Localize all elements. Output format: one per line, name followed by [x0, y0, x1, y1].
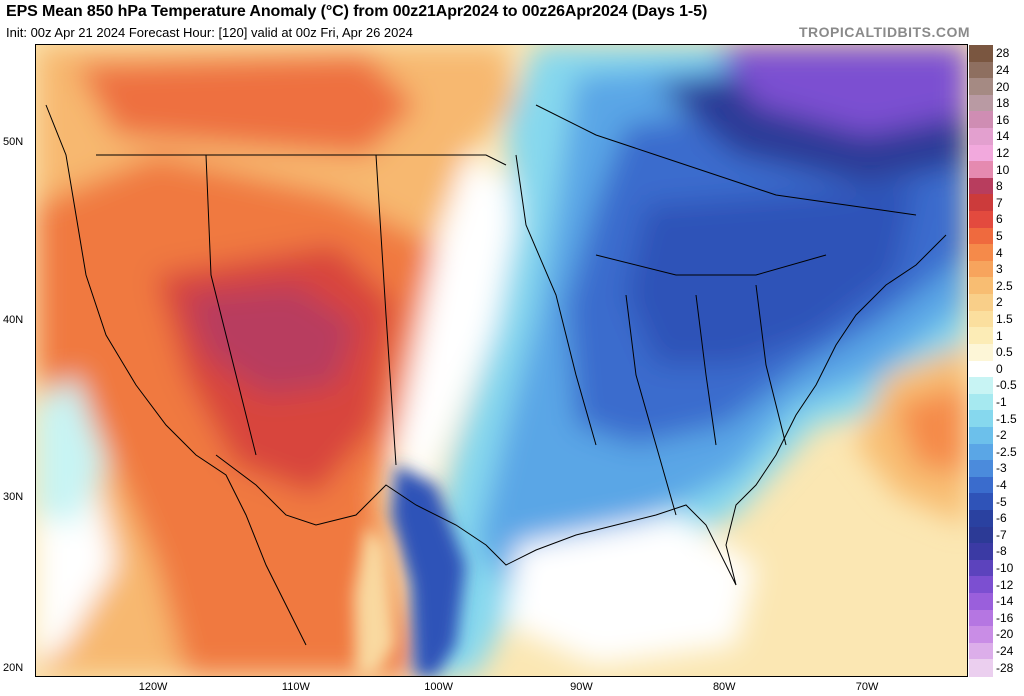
colorbar-swatch [969, 659, 993, 677]
colorbar-label: 10 [996, 162, 1010, 177]
colorbar-label: -24 [996, 644, 1014, 659]
lat-label: 30N [3, 491, 24, 504]
colorbar-label: -6 [996, 511, 1007, 526]
lon-label: 70W [855, 681, 879, 693]
colorbar-swatch [969, 642, 993, 660]
lat-label: 40N [3, 313, 24, 326]
anomaly-map [36, 45, 967, 676]
anomaly-field [36, 45, 967, 676]
colorbar-swatch [969, 277, 993, 295]
colorbar-swatch [969, 227, 993, 245]
colorbar-swatch [969, 393, 993, 411]
colorbar-swatch [969, 592, 993, 611]
colorbar-label: -10 [996, 561, 1014, 576]
colorbar-swatch [969, 260, 993, 279]
map-title: EPS Mean 850 hPa Temperature Anomaly (°C… [6, 3, 708, 20]
lon-label: 120W [138, 681, 168, 693]
colorbar-label: 16 [996, 112, 1010, 127]
brand-watermark: TROPICALTIDBITS.COM [798, 24, 970, 40]
map-outlines [45, 104, 947, 646]
colorbar-label: 2.5 [996, 278, 1013, 293]
colorbar-label: 20 [996, 79, 1010, 94]
colorbar-label: 7 [996, 195, 1003, 210]
colorbar-label: 14 [996, 129, 1010, 144]
colorbar-label: -28 [996, 660, 1014, 675]
lon-label: 110W [281, 681, 310, 693]
colorbar-swatch [969, 609, 993, 627]
colorbar-swatch [969, 61, 993, 79]
colorbar-swatch [969, 360, 993, 378]
colorbar-swatch [969, 177, 993, 196]
lat-label: 20N [3, 662, 24, 674]
colorbar-swatch [969, 543, 993, 561]
colorbar-label: 18 [996, 96, 1010, 111]
colorbar-swatch [969, 526, 993, 544]
colorbar-swatch [969, 294, 993, 312]
colorbar-swatch [969, 559, 993, 577]
lon-label: 80W [712, 681, 736, 693]
colorbar-legend: 28 24 20 18 16 14 12 10 8 7 6 5 4 3 2.5 2 1.5 1 0.5 0 -0.5 -1… [969, 45, 1024, 677]
colorbar-swatch [969, 111, 993, 129]
colorbar-swatch [969, 128, 993, 146]
colorbar-label: -2 [996, 428, 1007, 443]
colorbar-swatch [969, 476, 993, 494]
colorbar-label: -2.5 [996, 444, 1017, 459]
colorbar-label: -20 [996, 627, 1014, 642]
colorbar-swatch [969, 576, 993, 594]
colorbar-label: 3 [996, 262, 1003, 277]
colorbar-label: 1 [996, 328, 1003, 343]
colorbar-swatch [969, 144, 993, 162]
colorbar-swatch [969, 626, 993, 644]
colorbar-swatch [969, 410, 993, 428]
colorbar-label: -3 [996, 461, 1007, 476]
colorbar-label: 8 [996, 179, 1003, 194]
colorbar-label: -1.5 [996, 411, 1017, 426]
map-panel[interactable] [35, 44, 968, 677]
colorbar-swatch [969, 310, 993, 328]
colorbar-label: -0.5 [996, 378, 1017, 393]
colorbar-label: -16 [996, 610, 1014, 625]
colorbar-label: 28 [996, 46, 1010, 61]
colorbar-label: -8 [996, 544, 1007, 559]
lat-label: 50N [3, 135, 24, 148]
colorbar-swatch [969, 377, 993, 395]
colorbar-swatch [969, 161, 993, 179]
colorbar-label: 24 [996, 62, 1010, 77]
colorbar-swatch [969, 509, 993, 528]
colorbar-swatch [969, 211, 993, 229]
colorbar-swatch [969, 343, 993, 362]
colorbar-label: -4 [996, 478, 1007, 493]
colorbar-label: -1 [996, 395, 1007, 409]
colorbar-swatch [969, 45, 993, 63]
colorbar-swatch [969, 493, 993, 511]
colorbar-swatch [969, 94, 993, 113]
colorbar-label: 1.5 [996, 311, 1013, 326]
colorbar-label: 2 [996, 295, 1003, 310]
colorbar-label: 6 [996, 212, 1003, 227]
colorbar-label: 0 [996, 361, 1003, 376]
colorbar-swatch [969, 244, 993, 262]
lon-label: 90W [570, 681, 593, 693]
colorbar-label: 5 [996, 228, 1003, 243]
colorbar-label: -5 [996, 494, 1007, 509]
colorbar-swatch [969, 78, 993, 96]
colorbar-swatch [969, 460, 993, 478]
colorbar-label: -12 [996, 577, 1014, 592]
colorbar-label: -7 [996, 527, 1007, 542]
colorbar-label: 4 [996, 245, 1003, 260]
colorbar-label: 0.5 [996, 345, 1013, 360]
colorbar-label: -14 [996, 594, 1014, 609]
colorbar-swatch [969, 443, 993, 461]
colorbar-swatch [969, 194, 993, 212]
colorbar-swatch [969, 327, 993, 345]
map-subtitle: Init: 00z Apr 21 2024 Forecast Hour: [12… [6, 25, 413, 40]
colorbar-swatch [969, 426, 993, 445]
colorbar-label: 12 [996, 145, 1010, 160]
lon-label: 100W [424, 681, 454, 693]
